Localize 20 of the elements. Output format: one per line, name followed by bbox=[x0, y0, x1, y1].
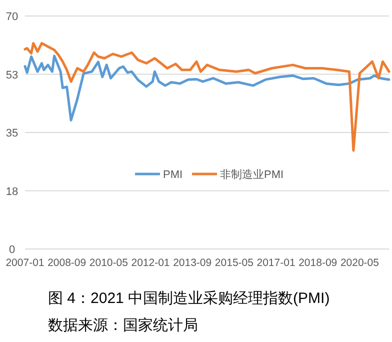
y-tick-label: 35 bbox=[6, 128, 18, 140]
y-tick-label: 0 bbox=[8, 244, 16, 256]
legend-label: PMI bbox=[163, 169, 183, 181]
x-tick-label: 2013-09 bbox=[173, 257, 212, 269]
y-tick-label: 53 bbox=[6, 69, 18, 82]
y-tick-label: 18 bbox=[6, 186, 18, 198]
source-note: 数据来源：国家统计局 bbox=[48, 317, 198, 334]
x-tick-label: 2008-09 bbox=[48, 257, 86, 269]
legend-label: 非制造业PMI bbox=[220, 168, 284, 181]
x-tick-label: 2010-05 bbox=[89, 257, 128, 269]
x-tick-label: 2017-01 bbox=[256, 257, 296, 269]
line-series bbox=[24, 42, 390, 152]
x-tick-label: 2007-01 bbox=[6, 257, 44, 269]
y-tick-label: 70 bbox=[6, 11, 18, 23]
x-tick-label: 2020-05 bbox=[340, 257, 380, 269]
x-tick-label: 2012-01 bbox=[131, 257, 170, 269]
caption: 图 4：2021 中国制造业采购经理指数(PMI) bbox=[48, 290, 330, 307]
x-tick-label: 2015-05 bbox=[214, 257, 254, 269]
x-tick-label: 2018-09 bbox=[298, 257, 338, 269]
line-series bbox=[24, 54, 390, 122]
